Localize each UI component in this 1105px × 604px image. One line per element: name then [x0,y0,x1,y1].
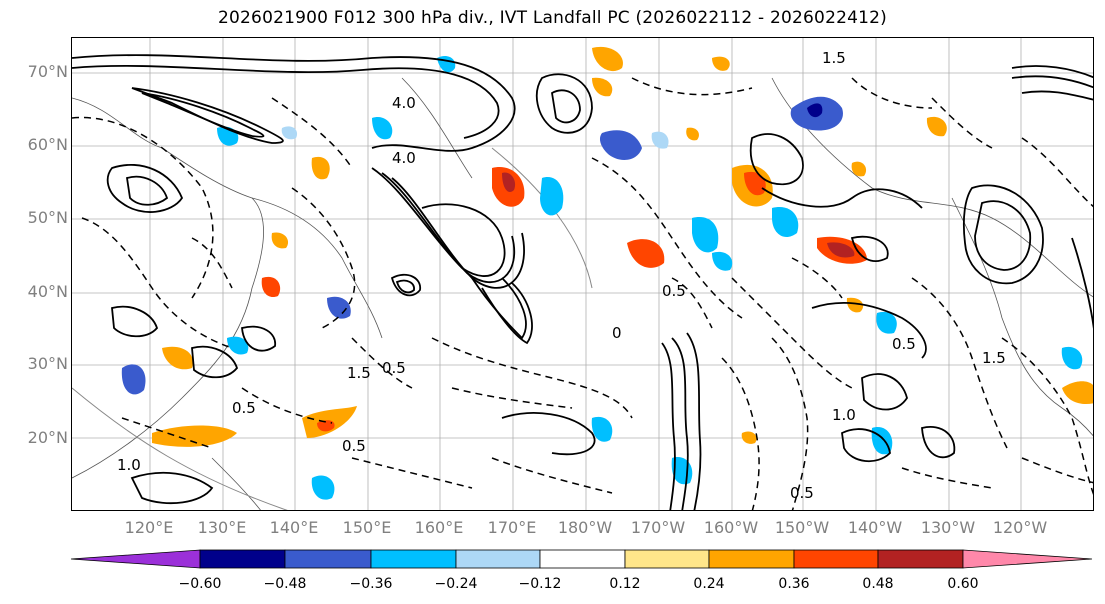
lat-label-60: 60°N [27,135,68,154]
contours-solid [72,54,1093,510]
contour-label: 1.5 [982,349,1006,367]
contour-label: 1.5 [822,49,846,67]
colorbar-segment [199,549,286,569]
colorbar-segment [793,549,879,569]
colorbar-segment [455,549,541,569]
lon-label-130e: 130°E [197,518,247,537]
colorbar-tick-label: −0.24 [434,576,478,592]
colorbar-segment [539,549,626,569]
colorbar [70,549,1093,569]
lon-label-170w: 170°W [630,518,686,537]
colorbar-tick-label: −0.36 [349,576,393,592]
contour-label: 0 [612,324,622,342]
colorbar-tick-label: 0.36 [778,576,810,592]
lon-label-160w: 160°W [703,518,759,537]
lon-label-150w: 150°W [774,518,830,537]
contour-label: 1.5 [347,364,371,382]
contour-label: 0.5 [790,484,814,502]
lon-label-120w: 120°W [992,518,1048,537]
contour-label: 0.5 [342,437,366,455]
colorbar-tick-label: 0.12 [609,576,641,592]
map-title: 2026021900 F012 300 hPa div., IVT Landfa… [218,8,887,28]
divergence-shading [121,46,1093,500]
contour-label: 4.0 [392,149,416,167]
contours-dashed [72,77,1093,510]
contour-label: 0.5 [662,282,686,300]
contour-labels: 4.0 4.0 1.5 0.5 0.5 1.0 1.5 0.5 0.5 1.0 … [117,49,1006,502]
colorbar-segment [962,549,1093,569]
colorbar-tick-label: −0.60 [178,576,222,592]
colorbar-segment [624,549,710,569]
colorbar-tick-label: 0.48 [862,576,894,592]
lon-label-140e: 140°E [269,518,319,537]
lat-label-70: 70°N [27,62,68,81]
lon-label-120e: 120°E [124,518,174,537]
colorbar-segment [70,549,201,569]
colorbar-tick-label: 0.60 [947,576,979,592]
colorbar-segment [708,549,795,569]
lat-label-20: 20°N [27,428,68,447]
colorbar-segment [284,549,372,569]
lon-label-170e: 170°E [487,518,537,537]
colorbar-segment [877,549,964,569]
map-canvas: 4.0 4.0 1.5 0.5 0.5 1.0 1.5 0.5 0.5 1.0 … [72,38,1093,510]
colorbar-tick-label: 0.24 [693,576,725,592]
lon-label-130w: 130°W [920,518,976,537]
contour-label: 0.5 [892,335,916,353]
lat-label-40: 40°N [27,282,68,301]
contour-label: 1.0 [117,456,141,474]
colorbar-segment [370,549,457,569]
colorbar-tick-label: −0.48 [263,576,307,592]
projection-arcs [72,147,593,510]
colorbar-segments [70,549,1093,569]
map-panel[interactable]: 4.0 4.0 1.5 0.5 0.5 1.0 1.5 0.5 0.5 1.0 … [71,37,1094,511]
lon-label-140w: 140°W [847,518,903,537]
lat-label-30: 30°N [27,354,68,373]
lon-label-180w: 180°W [557,518,613,537]
colorbar-tick-label: −0.12 [518,576,562,592]
contour-label: 1.0 [832,406,856,424]
contour-label: 4.0 [392,94,416,112]
lat-label-50: 50°N [27,208,68,227]
lon-label-160e: 160°E [414,518,464,537]
contour-label: 0.5 [382,359,406,377]
lon-label-150e: 150°E [342,518,392,537]
contour-label: 0.5 [232,399,256,417]
